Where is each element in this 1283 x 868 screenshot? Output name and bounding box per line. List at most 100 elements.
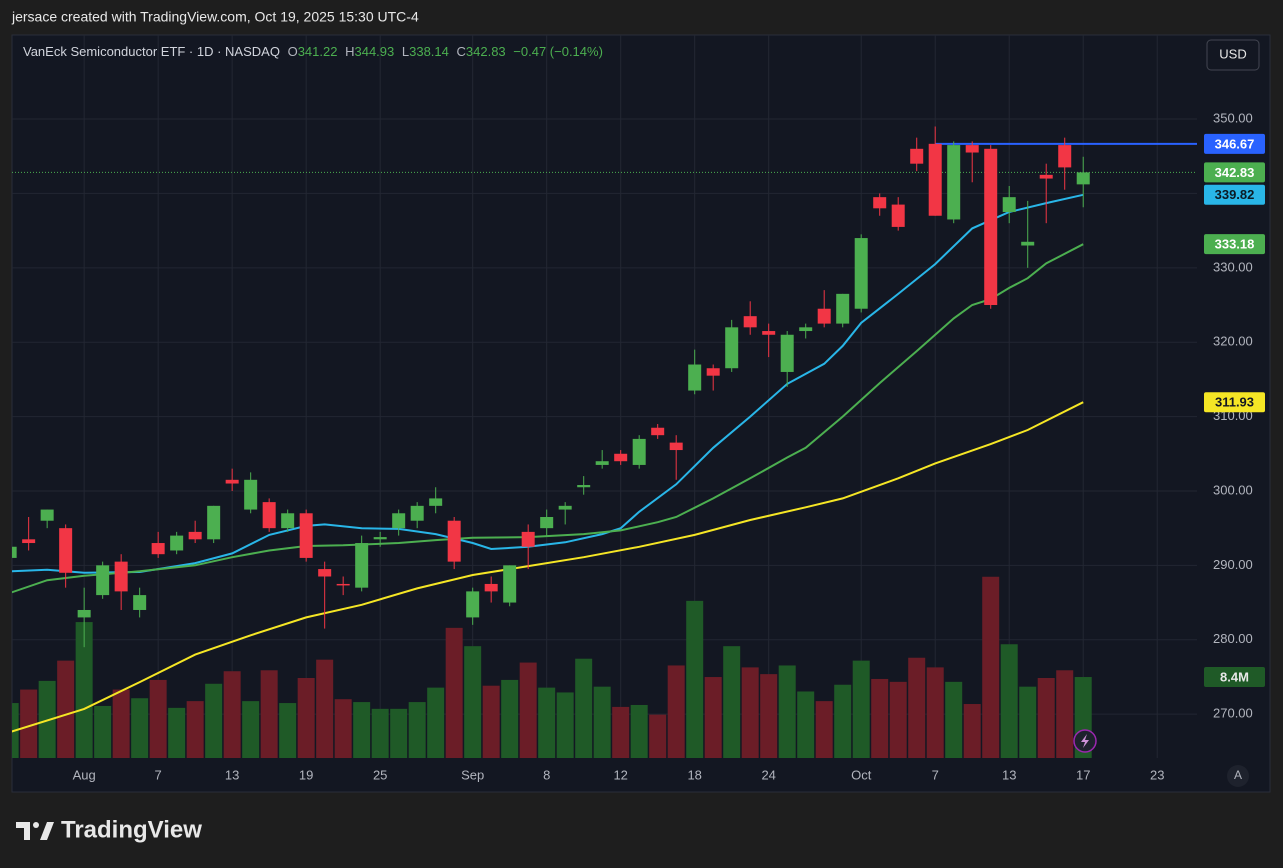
y-tick-label: 290.00 bbox=[1213, 557, 1253, 572]
volume-bar bbox=[390, 708, 408, 758]
candle-body bbox=[1058, 145, 1072, 168]
x-tick-label: 24 bbox=[761, 767, 775, 782]
ohlc-label: C bbox=[457, 44, 466, 59]
logo-mark bbox=[40, 822, 54, 840]
candle-body bbox=[947, 145, 961, 220]
moving-average bbox=[12, 243, 1084, 594]
ma-label-box bbox=[1204, 234, 1265, 255]
volume-bar bbox=[630, 704, 648, 758]
candle-body bbox=[262, 502, 276, 529]
volume-bar bbox=[353, 702, 371, 758]
ma-label: 311.93 bbox=[1215, 395, 1254, 410]
x-tick-label: 13 bbox=[1002, 767, 1016, 782]
candle-body bbox=[854, 238, 868, 309]
candle-body bbox=[910, 148, 924, 164]
candle-body bbox=[410, 505, 424, 521]
x-tick-label: 25 bbox=[373, 767, 387, 782]
candle-body bbox=[836, 293, 850, 324]
volume-bar bbox=[797, 691, 815, 758]
candle-body bbox=[873, 197, 887, 209]
volume-bar bbox=[445, 627, 463, 758]
legend: VanEck Semiconductor ETF · 1D · NASDAQ O… bbox=[23, 44, 603, 59]
volume-label-box bbox=[1204, 667, 1265, 688]
x-tick-label: 8 bbox=[543, 767, 550, 782]
auto-scale-button[interactable] bbox=[1227, 765, 1249, 787]
volume-bar bbox=[131, 698, 149, 758]
candle-body bbox=[1002, 197, 1016, 213]
ma-label-box bbox=[1204, 184, 1265, 205]
volume-bar bbox=[1056, 670, 1074, 758]
volume-label: 8.4M bbox=[1220, 669, 1249, 684]
candle-body bbox=[170, 535, 184, 551]
candle-body bbox=[521, 531, 535, 547]
candle-body bbox=[244, 479, 258, 510]
volume-bar bbox=[94, 705, 112, 758]
y-tick-label: 280.00 bbox=[1213, 631, 1253, 646]
currency-button[interactable] bbox=[1206, 39, 1260, 71]
x-tick-label: 19 bbox=[299, 767, 313, 782]
candle-body bbox=[503, 565, 517, 603]
candle-body bbox=[12, 546, 17, 558]
candle-body bbox=[817, 308, 831, 324]
x-tick-label: 13 bbox=[225, 767, 239, 782]
currency[interactable]: USD bbox=[1219, 46, 1246, 61]
candle-body bbox=[281, 513, 295, 529]
logo-dot bbox=[33, 822, 39, 828]
volume-bar bbox=[260, 670, 278, 758]
volume-bar bbox=[316, 659, 334, 758]
candle-body bbox=[484, 583, 498, 592]
candle-body bbox=[632, 438, 646, 465]
volume-bar bbox=[556, 692, 574, 758]
volume-bar bbox=[815, 701, 833, 758]
level-label: 346.67 bbox=[1215, 136, 1255, 151]
volume-bar bbox=[112, 689, 130, 758]
candle-body bbox=[984, 148, 998, 306]
volume-bar bbox=[427, 687, 445, 758]
x-tick-label: 12 bbox=[613, 767, 627, 782]
ma-label-box bbox=[1204, 392, 1265, 413]
volume-bar bbox=[538, 687, 556, 758]
x-tick-label: Aug bbox=[73, 767, 96, 782]
volume-bar bbox=[501, 679, 519, 758]
last-price-label-box bbox=[1204, 162, 1265, 183]
ohlc-value: 341.22 bbox=[298, 44, 338, 59]
candle-body bbox=[762, 331, 776, 335]
ohlc-label: H bbox=[345, 44, 354, 59]
candle-body bbox=[651, 427, 665, 436]
volume-bar bbox=[75, 622, 93, 758]
candle-body bbox=[151, 543, 165, 555]
candle-body bbox=[336, 583, 350, 586]
candle-body bbox=[392, 513, 406, 529]
volume-bar bbox=[926, 667, 944, 758]
volume-bar bbox=[649, 714, 667, 758]
ma-label: 333.18 bbox=[1215, 237, 1255, 252]
moving-average bbox=[12, 193, 1084, 574]
logo bbox=[16, 822, 54, 840]
ohlc-value: 342.83 bbox=[466, 44, 506, 59]
volume-bar bbox=[945, 681, 963, 758]
volume-bar bbox=[1019, 686, 1037, 758]
volume-bar bbox=[889, 681, 907, 758]
volume-bar bbox=[982, 576, 1000, 758]
candle-body bbox=[1039, 174, 1053, 179]
candle-body bbox=[780, 334, 794, 372]
volume-bar bbox=[408, 702, 426, 758]
plot-area bbox=[12, 35, 1197, 758]
candle-body bbox=[96, 565, 110, 596]
volume-bar bbox=[871, 678, 889, 758]
volume-bar bbox=[963, 704, 981, 758]
candle-body bbox=[77, 609, 91, 618]
auto-scale[interactable]: A bbox=[1234, 768, 1242, 782]
volume-bar bbox=[186, 701, 204, 758]
volume-bar bbox=[168, 707, 186, 758]
volume-bar bbox=[834, 684, 852, 758]
credit: jersace created with TradingView.com, Oc… bbox=[11, 9, 419, 25]
volume-bar bbox=[482, 685, 500, 758]
level-label-box bbox=[1204, 133, 1265, 154]
candle-body bbox=[22, 539, 36, 544]
volume-bar bbox=[371, 708, 389, 758]
volume-bar bbox=[704, 677, 722, 758]
volume-bar bbox=[778, 665, 796, 758]
candle-body bbox=[540, 517, 554, 529]
